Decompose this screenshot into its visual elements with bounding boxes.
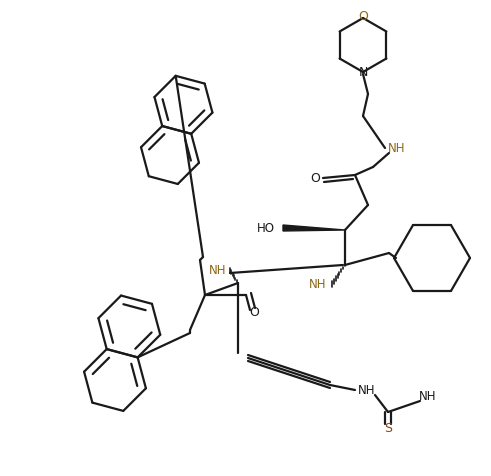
Text: S: S	[384, 422, 392, 435]
Text: NH: NH	[309, 278, 327, 290]
Text: O: O	[358, 10, 368, 22]
Text: N: N	[358, 67, 368, 79]
Text: HO: HO	[257, 221, 275, 235]
Text: O: O	[310, 171, 320, 185]
Text: NH: NH	[358, 384, 376, 397]
Text: NH: NH	[419, 389, 437, 403]
Polygon shape	[283, 225, 345, 231]
Text: NH: NH	[388, 141, 406, 155]
Text: NH: NH	[209, 264, 227, 277]
Text: O: O	[249, 307, 259, 319]
